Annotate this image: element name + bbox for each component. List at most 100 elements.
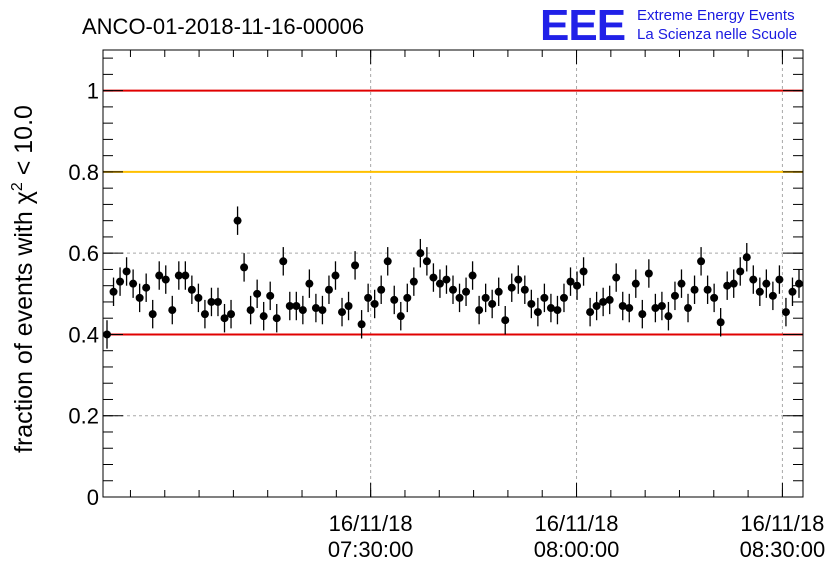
data-point — [109, 287, 118, 296]
y-tick-label: 0.8 — [68, 160, 99, 185]
logo-line-1: Extreme Energy Events — [637, 7, 795, 24]
data-point — [364, 293, 373, 302]
data-point — [383, 257, 392, 266]
data-point — [657, 302, 666, 311]
data-point — [181, 271, 190, 280]
x-tick-label-date: 16/11/18 — [740, 511, 824, 536]
data-point — [533, 308, 542, 317]
data-point — [200, 310, 209, 319]
data-point — [331, 271, 340, 280]
y-axis-label-suffix: < 10.0 — [10, 105, 38, 182]
data-point — [599, 297, 608, 306]
x-tick-label-date: 16/11/18 — [535, 511, 619, 536]
data-point — [762, 279, 771, 288]
data-point — [174, 271, 183, 280]
data-point — [409, 277, 418, 286]
x-tick-label-time: 07:30:00 — [328, 537, 414, 562]
data-point — [723, 281, 732, 290]
x-tick-label-date: 16/11/18 — [329, 511, 413, 536]
data-point — [559, 293, 568, 302]
data-point — [514, 275, 523, 284]
data-point — [468, 271, 477, 280]
data-point — [161, 275, 170, 284]
data-point — [573, 281, 582, 290]
data-point — [684, 304, 693, 313]
data-point — [631, 279, 640, 288]
data-point — [422, 257, 431, 266]
data-point — [455, 293, 464, 302]
data-point — [285, 302, 294, 311]
data-point — [788, 287, 797, 296]
data-point — [592, 302, 601, 311]
data-point — [579, 267, 588, 276]
data-point — [435, 279, 444, 288]
data-point — [351, 261, 360, 270]
data-point — [475, 306, 484, 315]
data-point — [390, 295, 399, 304]
y-axis-label-symbol: χ — [10, 191, 38, 204]
data-point — [736, 267, 745, 276]
logo-mark: EEE — [540, 1, 625, 50]
y-tick-label: 1 — [87, 79, 99, 104]
data-point — [370, 299, 379, 308]
data-point — [749, 275, 758, 284]
y-tick-labels: 0 0.2 0.4 0.6 0.8 1 — [68, 79, 99, 510]
data-point — [324, 285, 333, 294]
data-point — [697, 257, 706, 266]
data-point — [670, 291, 679, 300]
reference-lines — [103, 89, 803, 336]
data-point — [703, 285, 712, 294]
data-point — [618, 302, 627, 311]
data-point — [644, 269, 653, 278]
y-axis-label-prefix: fraction of events with — [10, 204, 38, 453]
data-point — [240, 263, 249, 272]
data-point — [664, 312, 673, 321]
data-point — [129, 279, 138, 288]
y-axis-label: fraction of events with χ2 < 10.0 — [9, 105, 38, 453]
data-point — [246, 306, 255, 315]
data-point — [716, 318, 725, 327]
data-point — [253, 289, 262, 298]
data-point — [416, 249, 425, 258]
data-point — [344, 302, 353, 311]
grid — [103, 50, 803, 497]
data-point — [259, 312, 268, 321]
y-tick-label: 0 — [87, 485, 99, 510]
data-point — [605, 295, 614, 304]
x-tick-label-time: 08:30:00 — [740, 537, 826, 562]
x-tick-labels: 16/11/1807:30:0016/11/1808:00:0016/11/18… — [328, 511, 825, 562]
data-point — [677, 279, 686, 288]
data-point — [403, 293, 412, 302]
plot-frame — [102, 49, 804, 498]
data-point — [298, 306, 307, 315]
data-point — [155, 271, 164, 280]
data-point — [781, 308, 790, 317]
data-point — [540, 293, 549, 302]
data-point — [795, 279, 803, 288]
data-point — [442, 275, 451, 284]
logo-line-2: La Scienza nelle Scuole — [637, 26, 797, 43]
data-point — [755, 287, 764, 296]
data-point — [311, 304, 320, 313]
data-point — [194, 293, 203, 302]
data-point — [625, 304, 634, 313]
x-tick-label-time: 08:00:00 — [534, 537, 620, 562]
data-point — [729, 279, 738, 288]
data-point — [612, 273, 621, 282]
data-point — [710, 293, 719, 302]
data-points — [103, 206, 803, 349]
data-point — [742, 253, 751, 262]
data-point — [207, 297, 216, 306]
data-point — [168, 306, 177, 315]
data-point — [305, 279, 314, 288]
data-point — [292, 302, 301, 311]
data-point — [220, 314, 229, 323]
data-point — [527, 299, 536, 308]
data-point — [357, 320, 366, 329]
y-axis-label-exponent: 2 — [9, 182, 26, 191]
data-point — [135, 293, 144, 302]
data-point — [122, 267, 131, 276]
chart-title: ANCO-01-2018-11-16-00006 — [82, 14, 364, 39]
data-point — [272, 314, 281, 323]
data-point — [501, 316, 510, 325]
